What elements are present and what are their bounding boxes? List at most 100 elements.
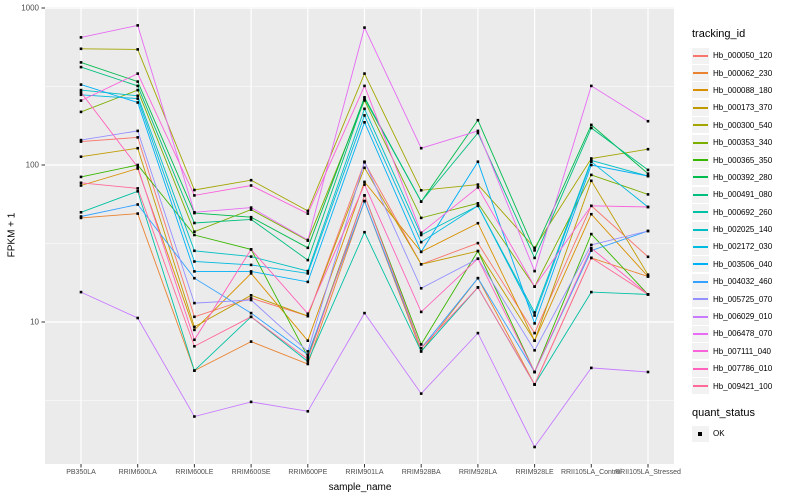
data-point xyxy=(419,233,423,237)
data-point xyxy=(79,99,83,102)
y-tick-label: 100 xyxy=(25,160,39,170)
data-point xyxy=(533,256,536,260)
data-point xyxy=(646,229,650,233)
x-tick-label: RRIM600PE xyxy=(288,469,328,476)
x-tick-label: RRIM928LE xyxy=(515,469,554,476)
data-point xyxy=(590,123,593,127)
quant-status-label: OK xyxy=(713,429,725,438)
y-tick-label: 10 xyxy=(30,317,39,327)
data-point xyxy=(193,260,196,263)
data-point xyxy=(136,163,139,167)
legend-item: Hb_002172_030 xyxy=(692,238,798,255)
legend-key-line-icon xyxy=(692,186,709,203)
data-point xyxy=(79,91,83,94)
data-point xyxy=(136,88,139,92)
legend-color-line xyxy=(693,228,708,231)
data-point xyxy=(306,360,310,363)
data-point xyxy=(306,312,310,315)
data-point xyxy=(590,232,593,236)
data-point xyxy=(476,202,480,205)
legend-key-line-icon xyxy=(692,308,709,325)
x-tick-label: PB350LA xyxy=(66,469,96,476)
data-point xyxy=(533,249,536,252)
legend-color-line xyxy=(693,245,708,248)
data-point xyxy=(79,65,83,69)
data-point xyxy=(590,126,593,130)
data-point xyxy=(249,184,253,187)
data-point xyxy=(136,316,139,320)
legend-item: Hb_006478_070 xyxy=(692,325,798,342)
legend-color-line xyxy=(693,106,708,109)
data-point xyxy=(136,84,139,88)
data-point xyxy=(136,97,139,100)
legend-item-label: Hb_000392_280 xyxy=(713,172,773,182)
data-point xyxy=(193,230,196,233)
legend-key-line-icon xyxy=(692,256,709,273)
legend-key-line-icon xyxy=(692,360,709,377)
legend-item-label: Hb_007111_040 xyxy=(713,346,771,356)
legend-key-line-icon xyxy=(692,152,709,169)
data-point xyxy=(249,272,253,275)
data-point xyxy=(249,315,253,319)
legend-color-line xyxy=(693,159,708,162)
legend-item-label: Hb_000692_260 xyxy=(713,207,773,217)
data-point xyxy=(363,166,366,170)
data-point xyxy=(646,273,650,276)
data-point xyxy=(533,314,536,317)
legend-key-line-icon xyxy=(692,273,709,290)
data-point xyxy=(136,167,139,170)
legend-item: Hb_000491_080 xyxy=(692,186,798,203)
data-point xyxy=(249,208,253,211)
legend-item-label: Hb_002025_140 xyxy=(713,225,773,235)
legend-panel: tracking_id Hb_000050_120 Hb_000062_230 Hb… xyxy=(692,28,798,442)
data-point xyxy=(193,233,196,237)
data-point xyxy=(419,189,423,192)
legend-item: Hb_007786_010 xyxy=(692,360,798,377)
data-point xyxy=(79,175,83,179)
legend-item: Hb_000173_370 xyxy=(692,99,798,116)
data-point xyxy=(249,206,253,209)
data-point xyxy=(590,256,593,260)
data-point xyxy=(419,392,423,395)
data-point xyxy=(136,72,139,75)
data-point xyxy=(249,255,253,258)
legend-item: Hb_000062_230 xyxy=(692,64,798,82)
data-point xyxy=(193,249,196,253)
data-point xyxy=(590,157,593,160)
data-point xyxy=(249,178,253,182)
data-point xyxy=(79,83,83,86)
data-point xyxy=(79,61,83,64)
legend-color-line xyxy=(693,315,708,318)
data-point xyxy=(646,293,650,296)
legend-color-line xyxy=(693,263,708,266)
legend-color-line xyxy=(693,211,708,214)
data-point xyxy=(306,246,310,250)
legend-item-label: Hb_009421_100 xyxy=(713,381,773,391)
data-point xyxy=(419,287,423,290)
legend-color-line xyxy=(693,124,708,127)
data-point xyxy=(306,272,310,275)
data-point xyxy=(646,370,650,374)
legend-item: Hb_000353_340 xyxy=(692,134,798,151)
legend-item: Hb_000050_120 xyxy=(692,47,798,64)
x-tick-label: RRIM600LE xyxy=(175,469,214,476)
data-point xyxy=(646,255,650,259)
data-point xyxy=(249,311,253,315)
legend-color-line xyxy=(693,385,708,388)
data-point xyxy=(306,280,310,284)
legend-key-line-icon xyxy=(692,204,709,221)
data-point xyxy=(533,322,536,325)
data-point xyxy=(533,445,536,449)
data-point xyxy=(363,107,366,111)
data-point xyxy=(79,93,83,97)
data-point xyxy=(249,294,253,297)
data-point xyxy=(419,310,423,314)
legend-key-line-icon xyxy=(692,291,709,308)
data-point xyxy=(419,263,423,266)
data-point xyxy=(363,183,366,186)
data-point xyxy=(476,129,480,133)
x-tick-label: RRII105LA_Control xyxy=(560,469,622,476)
data-point xyxy=(533,349,536,352)
data-point xyxy=(590,212,593,216)
